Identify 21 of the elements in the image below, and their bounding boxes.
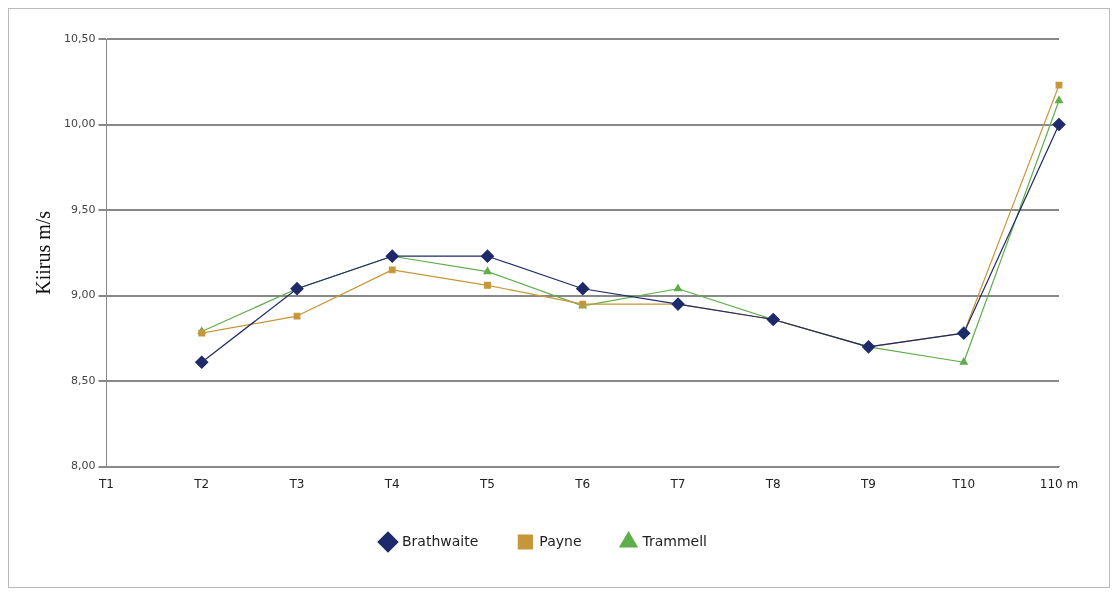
x-tick-label: T6 [574, 476, 591, 491]
y-tick-label: 10,00 [63, 117, 96, 131]
x-tick-label: T3 [288, 476, 305, 491]
x-tick-label: T10 [951, 476, 976, 491]
y-tick-label: 10,50 [63, 31, 96, 45]
x-tick-label: 110 m [1039, 476, 1079, 491]
x-tick-label: T8 [764, 476, 781, 491]
x-tick-label: T1 [98, 476, 114, 491]
x-tick-label: T2 [193, 476, 210, 491]
x-tick-label: T4 [383, 476, 400, 491]
y-tick-label: 8,00 [70, 459, 96, 473]
x-tick-label: T5 [479, 476, 495, 491]
y-tick-label: 9,50 [70, 202, 96, 216]
x-tick-label: T7 [669, 476, 686, 491]
legend-label: Payne [539, 532, 582, 549]
legend-label: Brathwaite [402, 532, 479, 549]
y-tick-label: 9,00 [70, 288, 96, 302]
y-axis-title: Kiirus m/s [32, 210, 55, 295]
y-tick-label: 8,50 [70, 373, 96, 387]
x-tick-label: T9 [860, 476, 876, 491]
legend-label: Trammell [641, 532, 707, 549]
